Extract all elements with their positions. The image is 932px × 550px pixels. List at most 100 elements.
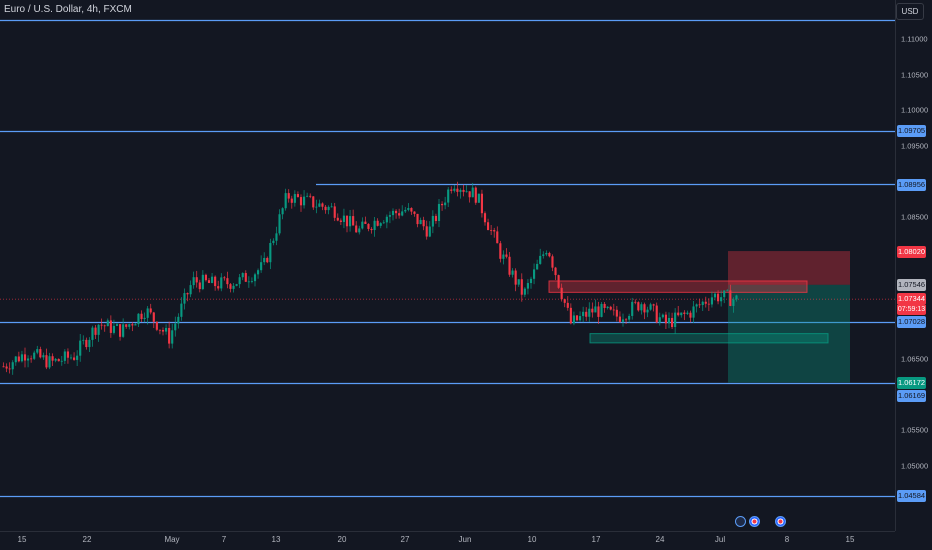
candle-body — [407, 208, 410, 210]
candle — [198, 279, 201, 293]
candle-body — [713, 293, 717, 298]
candle — [695, 303, 698, 313]
candle-body — [198, 282, 201, 290]
candle — [226, 271, 229, 289]
candle-body — [554, 267, 557, 276]
eu-flag-icon[interactable] — [735, 516, 746, 527]
candle-body — [572, 315, 576, 324]
candle — [560, 283, 563, 302]
candle — [348, 210, 352, 232]
candle-body — [388, 215, 392, 217]
candle-body — [8, 368, 11, 370]
candle-body — [545, 252, 548, 255]
candle-body — [536, 263, 539, 270]
candle — [701, 300, 704, 311]
candle — [388, 211, 392, 224]
candle — [410, 207, 413, 215]
candle — [634, 299, 637, 305]
candle — [128, 323, 131, 330]
candle — [51, 353, 54, 367]
candle-body — [91, 327, 94, 340]
candle — [269, 238, 272, 270]
candle-body — [238, 277, 241, 285]
candle-body — [431, 215, 434, 227]
candle — [597, 301, 600, 324]
y-tick-label: 1.06500 — [901, 354, 929, 364]
candle-body — [370, 228, 373, 231]
candle — [720, 290, 723, 307]
candle — [299, 194, 303, 212]
candle — [82, 335, 85, 345]
candle-body — [618, 316, 622, 322]
candle-body — [391, 210, 395, 216]
candle — [517, 279, 520, 287]
candle — [603, 301, 606, 313]
economic-events-2[interactable] — [775, 516, 786, 527]
candle — [542, 251, 545, 259]
candle — [91, 325, 94, 347]
candle-body — [30, 358, 33, 360]
candle-body — [578, 316, 582, 321]
candle — [578, 311, 582, 322]
y-tick-label: 1.05500 — [901, 425, 929, 435]
candle — [342, 208, 346, 229]
candle-body — [66, 351, 70, 358]
candle-body — [269, 242, 272, 263]
candle — [171, 323, 174, 349]
candle — [707, 298, 710, 312]
candle — [260, 255, 263, 273]
candle-body — [634, 301, 637, 303]
candle-body — [39, 349, 42, 358]
candle — [20, 350, 24, 363]
currency-button[interactable]: USD — [896, 3, 924, 20]
candle — [631, 297, 634, 320]
candle-body — [588, 308, 591, 317]
candle-body — [290, 198, 293, 203]
candle-body — [416, 213, 419, 225]
candle-body — [364, 221, 367, 224]
candle-body — [710, 297, 714, 305]
candle-body — [735, 295, 738, 300]
candle-body — [321, 203, 324, 207]
candle — [437, 199, 441, 228]
us-flag-icon[interactable] — [775, 516, 786, 527]
candle — [256, 268, 260, 279]
candle-body — [505, 254, 508, 257]
us-flag-icon[interactable] — [749, 516, 760, 527]
candle-body — [235, 284, 238, 286]
candle — [569, 303, 572, 325]
candle-body — [474, 187, 477, 203]
candle-body — [667, 317, 671, 324]
interval-label: 4h — [86, 4, 98, 15]
candle-body — [459, 189, 462, 192]
candle-body — [637, 302, 640, 311]
candle — [131, 322, 134, 332]
y-tick-label: 1.10500 — [901, 70, 929, 80]
candle — [398, 208, 401, 219]
candle — [192, 271, 195, 289]
candle — [244, 270, 247, 283]
candle — [247, 276, 250, 288]
candle — [189, 280, 192, 298]
candle — [333, 202, 336, 222]
candle — [358, 225, 361, 235]
candle — [66, 348, 70, 364]
candle-body — [125, 324, 128, 327]
candle — [677, 305, 680, 317]
candle-body — [428, 226, 431, 237]
candle-body — [594, 306, 597, 313]
price-axis-divider — [895, 0, 896, 531]
y-tick-label: 1.09500 — [901, 141, 929, 151]
economic-events[interactable] — [735, 516, 760, 527]
candle-body — [680, 312, 683, 316]
candle — [134, 322, 137, 326]
candle — [143, 312, 146, 323]
candle — [591, 302, 594, 318]
candle-body — [493, 230, 496, 232]
candle-body — [646, 309, 649, 313]
candle-body — [137, 313, 140, 325]
candle-body — [486, 222, 490, 231]
candle-body — [425, 226, 428, 237]
candle-body — [146, 308, 149, 318]
